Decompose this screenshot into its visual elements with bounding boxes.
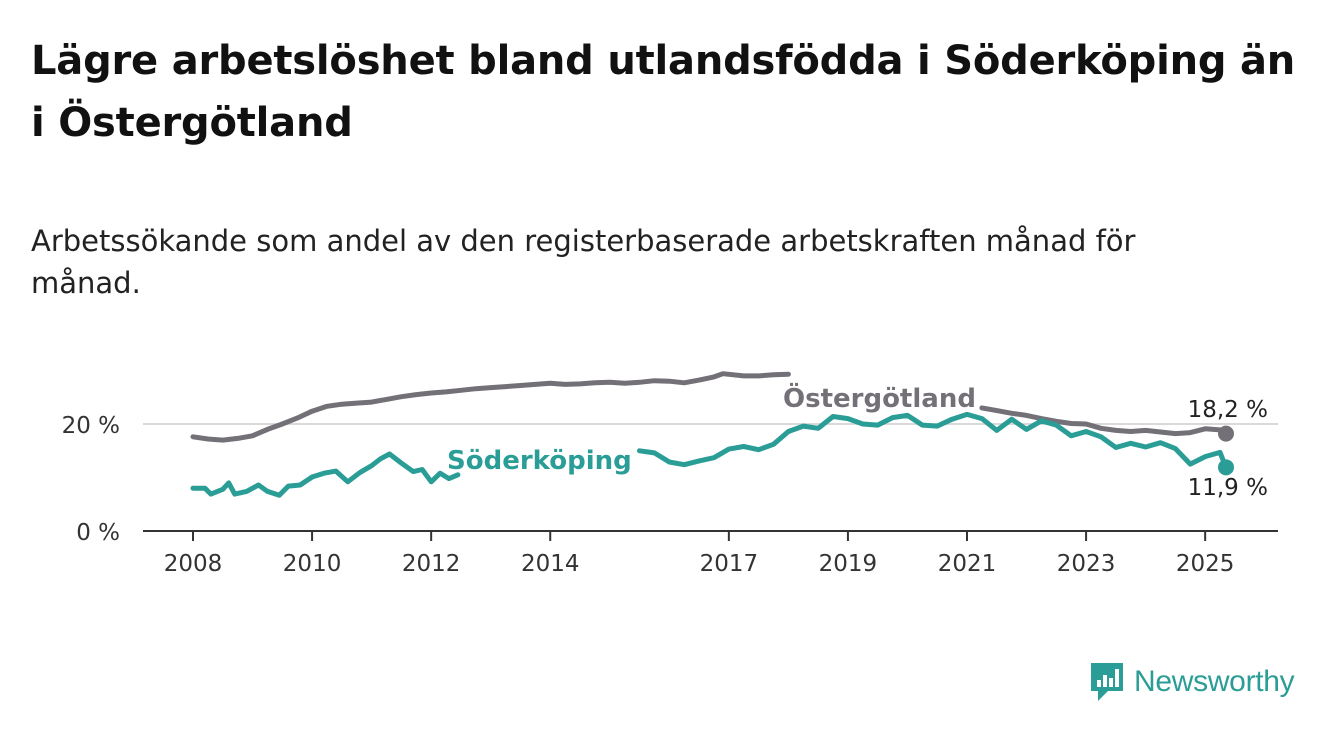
x-tick-label: 2008 [164, 551, 223, 577]
x-tick-label: 2023 [1057, 551, 1116, 577]
chart-title: Lägre arbetslöshet bland utlandsfödda i … [31, 38, 1296, 146]
x-tick-label: 2025 [1176, 551, 1235, 577]
y-axis: 0 % 20 % [62, 413, 120, 546]
series-line-s-derk-ping [637, 411, 1229, 470]
series-line--sterg-tland [190, 371, 791, 443]
end-value-label: 18,2 % [1188, 397, 1268, 423]
y-tick-label: 20 % [62, 413, 120, 439]
series-name-label: Östergötland [783, 381, 976, 414]
x-axis: 2008 2010 2012 2014 2017 2019 2021 2023 2025 [143, 530, 1278, 577]
series-end-point [1218, 425, 1234, 442]
x-tick-label: 2019 [819, 551, 878, 577]
x-tick-label: 2010 [283, 551, 342, 577]
x-tick-label: 2014 [521, 551, 580, 577]
newsworthy-logo-icon [1091, 663, 1123, 701]
x-tick-label: 2012 [402, 551, 461, 577]
series-name-label: Söderköping [447, 446, 632, 476]
series-lines [190, 371, 1234, 498]
series-line--sterg-tland [979, 405, 1229, 437]
y-tick-label: 0 % [76, 520, 120, 546]
series-end-point [1218, 459, 1234, 476]
chart-subtitle: Arbetssökande som andel av den registerb… [31, 224, 1136, 300]
newsworthy-logo: Newsworthy [1088, 660, 1295, 704]
series-labels: Östergötland Söderköping 18,2 % 11,9 % [447, 381, 1268, 501]
series-line-s-derk-ping [190, 451, 461, 498]
brand-name: Newsworthy [1134, 665, 1295, 698]
x-tick-label: 2017 [700, 551, 759, 577]
x-tick-label: 2021 [938, 551, 997, 577]
end-value-label: 11,9 % [1188, 475, 1268, 501]
